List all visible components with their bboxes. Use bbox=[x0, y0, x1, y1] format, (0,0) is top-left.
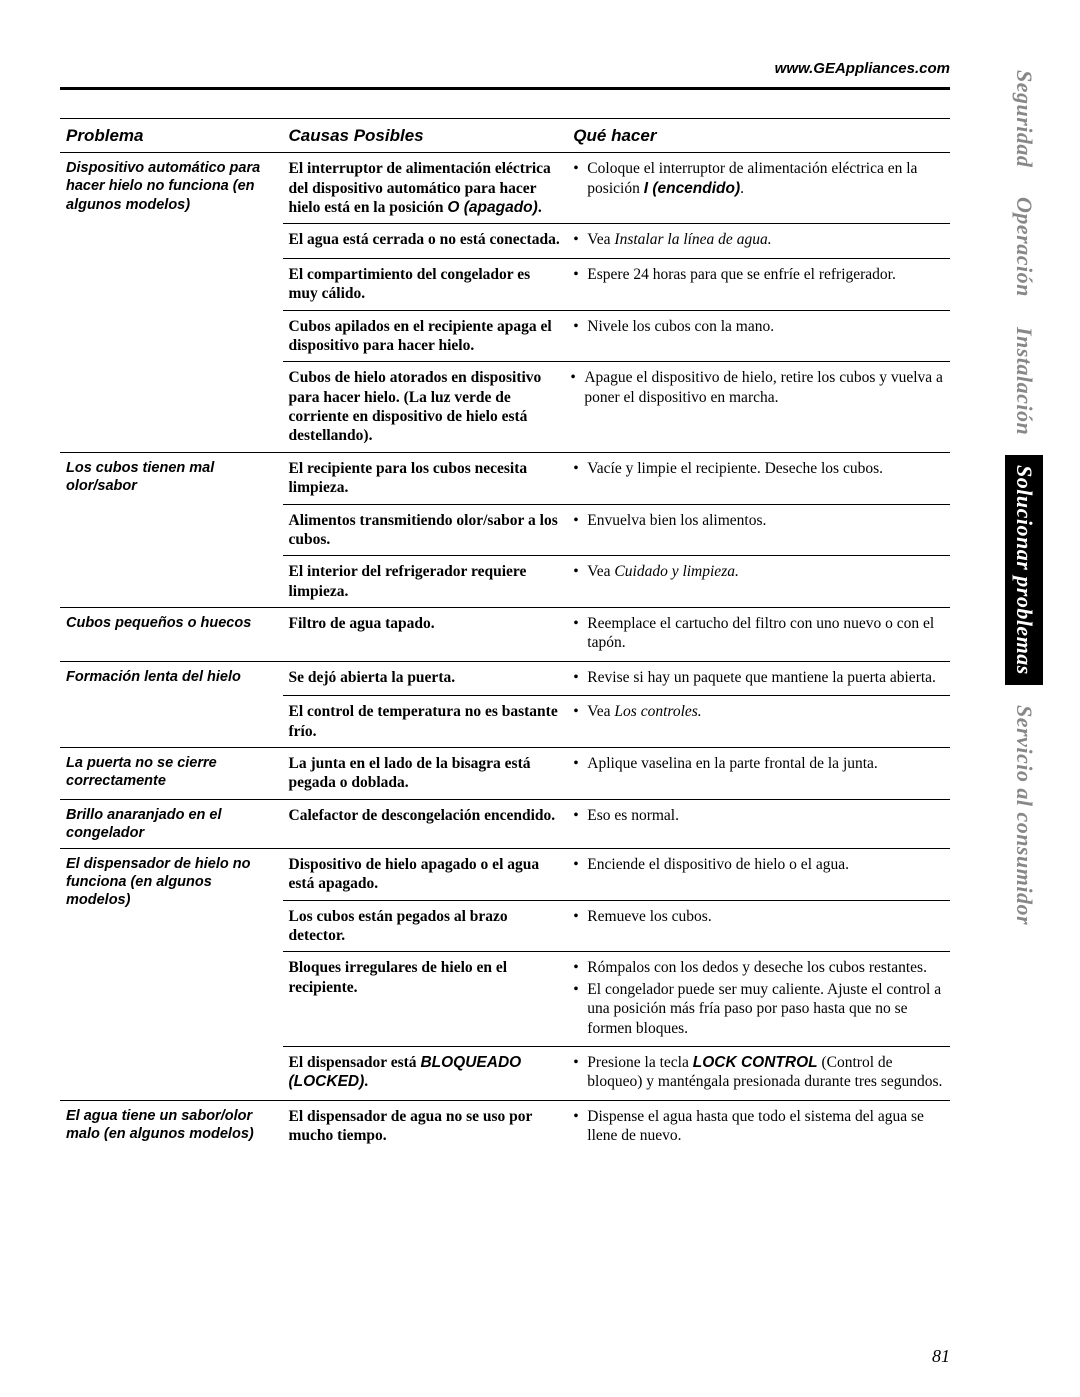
action-item: Aplique vaselina en la parte frontal de … bbox=[587, 754, 944, 773]
cause-cell: Cubos apilados en el recipiente apaga el… bbox=[283, 310, 568, 362]
action-cell: Aplique vaselina en la parte frontal de … bbox=[567, 747, 950, 799]
cause-cell: El agua está cerrada o no está conectada… bbox=[283, 224, 568, 258]
action-cell: Vacíe y limpie el recipiente. Deseche lo… bbox=[567, 452, 950, 504]
problem-cell: El agua tiene un sabor/olor malo (en alg… bbox=[60, 1100, 283, 1153]
cause-cell: Cubos de hielo atorados en dispositivo p… bbox=[283, 362, 951, 453]
action-cell: Envuelva bien los alimentos. bbox=[567, 504, 950, 556]
action-cell: Revise si hay un paquete que mantiene la… bbox=[567, 661, 950, 695]
action-item: Apague el dispositivo de hielo, retire l… bbox=[584, 368, 944, 407]
cause-cell: El dispensador de agua no se uso por muc… bbox=[283, 1100, 568, 1153]
cause-cell: Alimentos transmitiendo olor/sabor a los… bbox=[283, 504, 568, 556]
problem-cell: Los cubos tienen mal olor/sabor bbox=[60, 452, 283, 607]
side-tabs: Seguridad Operación Instalación Solucionar … bbox=[998, 60, 1050, 945]
side-tab: Instalación bbox=[1005, 317, 1043, 445]
side-tab: Operación bbox=[1005, 187, 1043, 307]
action-item: Coloque el interruptor de alimentación e… bbox=[587, 159, 944, 198]
action-item: Presione la tecla LOCK CONTROL (Control … bbox=[587, 1053, 944, 1092]
side-tab: Solucionar problemas bbox=[1005, 455, 1043, 685]
problem-cell: El dispensador de hielo no funciona (en … bbox=[60, 848, 283, 1100]
action-item: Rómpalos con los dedos y deseche los cub… bbox=[587, 958, 944, 977]
action-cell: Espere 24 horas para que se enfríe el re… bbox=[567, 258, 950, 310]
action-item: Remueve los cubos. bbox=[587, 907, 944, 926]
action-item: Nivele los cubos con la mano. bbox=[587, 317, 944, 336]
header-problem: Problema bbox=[60, 119, 283, 153]
header-cause: Causas Posibles bbox=[283, 119, 568, 153]
action-item: Vea Los controles. bbox=[587, 702, 944, 721]
action-item: Vea Cuidado y limpieza. bbox=[587, 562, 944, 581]
action-item: Vacíe y limpie el recipiente. Deseche lo… bbox=[587, 459, 944, 478]
table-row: La puerta no se cierre correctamenteLa j… bbox=[60, 747, 950, 799]
header-action: Qué hacer bbox=[567, 119, 950, 153]
troubleshooting-table: Problema Causas Posibles Qué hacer Dispo… bbox=[60, 118, 950, 1153]
cause-cell: Dispositivo de hielo apagado o el agua e… bbox=[283, 848, 568, 900]
table-row: El agua tiene un sabor/olor malo (en alg… bbox=[60, 1100, 950, 1153]
action-item: Eso es normal. bbox=[587, 806, 944, 825]
action-cell: Remueve los cubos. bbox=[567, 900, 950, 952]
cause-cell: El recipiente para los cubos necesita li… bbox=[283, 452, 568, 504]
action-item: Revise si hay un paquete que mantiene la… bbox=[587, 668, 944, 687]
action-item: Reemplace el cartucho del filtro con uno… bbox=[587, 614, 944, 653]
action-cell: Vea Cuidado y limpieza. bbox=[567, 556, 950, 608]
cause-cell: El control de temperatura no es bastante… bbox=[283, 696, 568, 748]
problem-cell: Dispositivo automático para hacer hielo … bbox=[60, 153, 283, 453]
action-cell: Enciende el dispositivo de hielo o el ag… bbox=[567, 848, 950, 900]
action-cell: Coloque el interruptor de alimentación e… bbox=[567, 153, 950, 224]
header-url: www.GEAppliances.com bbox=[60, 60, 950, 90]
cause-cell: Filtro de agua tapado. bbox=[283, 608, 568, 662]
table-row: Brillo anaranjado en el congeladorCalefa… bbox=[60, 799, 950, 848]
action-cell: Rómpalos con los dedos y deseche los cub… bbox=[567, 952, 950, 1047]
table-body: Dispositivo automático para hacer hielo … bbox=[60, 153, 950, 1154]
action-cell: Dispense el agua hasta que todo el siste… bbox=[567, 1100, 950, 1153]
cause-cell: Los cubos están pegados al brazo detecto… bbox=[283, 900, 568, 952]
problem-cell: Formación lenta del hielo bbox=[60, 661, 283, 747]
table-header-row: Problema Causas Posibles Qué hacer bbox=[60, 119, 950, 153]
cause-cell: El interior del refrigerador requiere li… bbox=[283, 556, 568, 608]
action-cell: Vea Instalar la línea de agua. bbox=[567, 224, 950, 258]
action-cell: Eso es normal. bbox=[567, 799, 950, 848]
action-cell: Reemplace el cartucho del filtro con uno… bbox=[567, 608, 950, 662]
action-item: Enciende el dispositivo de hielo o el ag… bbox=[587, 855, 944, 874]
action-item: El congelador puede ser muy caliente. Aj… bbox=[587, 980, 944, 1038]
action-item: Vea Instalar la línea de agua. bbox=[587, 230, 944, 249]
table-row: El dispensador de hielo no funciona (en … bbox=[60, 848, 950, 900]
side-tab: Servicio al consumidor bbox=[1005, 695, 1043, 935]
cause-cell: El compartimiento del congelador es muy … bbox=[283, 258, 568, 310]
problem-cell: Cubos pequeños o huecos bbox=[60, 608, 283, 662]
cause-cell: La junta en el lado de la bisagra está p… bbox=[283, 747, 568, 799]
table-row: Dispositivo automático para hacer hielo … bbox=[60, 153, 950, 224]
side-tab: Seguridad bbox=[1005, 60, 1043, 177]
action-cell: Vea Los controles. bbox=[567, 696, 950, 748]
page-container: www.GEAppliances.com Seguridad Operación I… bbox=[0, 0, 1080, 1397]
cause-cell: Se dejó abierta la puerta. bbox=[283, 661, 568, 695]
table-row: Cubos pequeños o huecosFiltro de agua ta… bbox=[60, 608, 950, 662]
cause-cell: Calefactor de descongelación encendido. bbox=[283, 799, 568, 848]
action-cell: Presione la tecla LOCK CONTROL (Control … bbox=[567, 1046, 950, 1100]
action-cell: Nivele los cubos con la mano. bbox=[567, 310, 950, 362]
action-item: Espere 24 horas para que se enfríe el re… bbox=[587, 265, 944, 284]
table-row: Formación lenta del hieloSe dejó abierta… bbox=[60, 661, 950, 695]
cause-cell: Bloques irregulares de hielo en el recip… bbox=[283, 952, 568, 1047]
page-number: 81 bbox=[932, 1346, 950, 1367]
table-row: Los cubos tienen mal olor/saborEl recipi… bbox=[60, 452, 950, 504]
cause-cell: El interruptor de alimentación eléctrica… bbox=[283, 153, 568, 224]
problem-cell: La puerta no se cierre correctamente bbox=[60, 747, 283, 799]
problem-cell: Brillo anaranjado en el congelador bbox=[60, 799, 283, 848]
action-item: Dispense el agua hasta que todo el siste… bbox=[587, 1107, 944, 1146]
cause-cell: El dispensador está BLOQUEADO (LOCKED). bbox=[283, 1046, 568, 1100]
action-item: Envuelva bien los alimentos. bbox=[587, 511, 944, 530]
